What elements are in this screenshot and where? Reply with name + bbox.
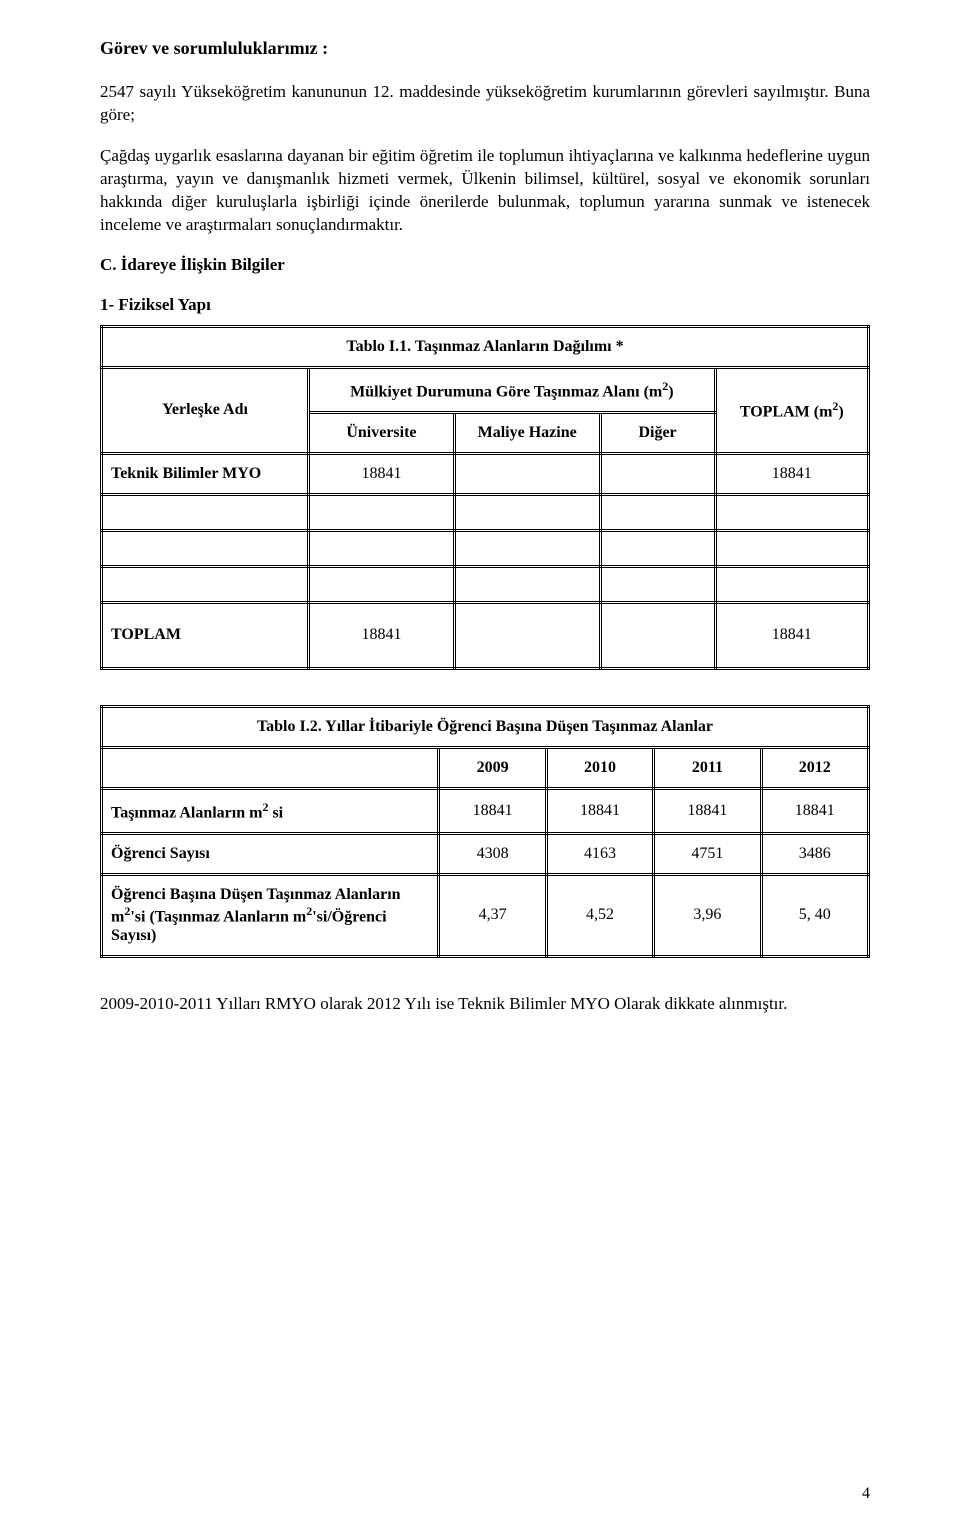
table-i2-r1-suffix: si <box>268 804 283 821</box>
table-row: Teknik Bilimler MYO 18841 18841 <box>102 453 869 494</box>
table-i2: Tablo I.2. Yıllar İtibariyle Öğrenci Baş… <box>100 705 870 958</box>
table-i1-title: Tablo I.1. Taşınmaz Alanların Dağılımı * <box>102 326 869 367</box>
table-i2-title-row: Tablo I.2. Yıllar İtibariyle Öğrenci Baş… <box>102 706 869 747</box>
table-i2-year-2012: 2012 <box>761 747 868 788</box>
table-i1-toplam-diger <box>600 602 715 668</box>
table-i2-title: Tablo I.2. Yıllar İtibariyle Öğrenci Baş… <box>102 706 869 747</box>
table-i2-r3-v1: 4,37 <box>439 875 546 956</box>
table-i2-r2-v2: 4163 <box>546 834 653 875</box>
table-i1-toplam-prefix: TOPLAM (m <box>740 403 833 420</box>
table-i1-toplam-universite: 18841 <box>309 602 455 668</box>
table-row: Taşınmaz Alanların m2 si 18841 18841 188… <box>102 788 869 833</box>
table-i2-r3-v3: 3,96 <box>654 875 761 956</box>
table-i2-r1-v4: 18841 <box>761 788 868 833</box>
table-i1-toplam-maliye <box>454 602 600 668</box>
table-i1: Tablo I.1. Taşınmaz Alanların Dağılımı *… <box>100 325 870 670</box>
table-i2-r1-v2: 18841 <box>546 788 653 833</box>
table-i1-header-row1: Yerleşke Adı Mülkiyet Durumuna Göre Taşı… <box>102 367 869 412</box>
table-i2-years-row: 2009 2010 2011 2012 <box>102 747 869 788</box>
table-i1-toplam-label: TOPLAM <box>102 602 309 668</box>
table-i2-r3-b: 'si (Taşınmaz Alanların m <box>130 909 306 926</box>
table-i2-blank-header <box>102 747 439 788</box>
table-i1-toplam-header: TOPLAM (m2) <box>715 367 868 453</box>
table-row: Öğrenci Sayısı 4308 4163 4751 3486 <box>102 834 869 875</box>
table-i1-title-row: Tablo I.1. Taşınmaz Alanların Dağılımı * <box>102 326 869 367</box>
table-i2-r3-v2: 4,52 <box>546 875 653 956</box>
table-i1-toplam-suffix: ) <box>838 403 843 420</box>
table-i1-col-maliye: Maliye Hazine <box>454 412 600 453</box>
table-i2-r2-v1: 4308 <box>439 834 546 875</box>
paragraph-body: Çağdaş uygarlık esaslarına dayanan bir e… <box>100 145 870 237</box>
table-row: Öğrenci Başına Düşen Taşınmaz Alanların … <box>102 875 869 956</box>
section-c1-heading: 1- Fiziksel Yapı <box>100 295 870 315</box>
table-i2-r2-label: Öğrenci Sayısı <box>102 834 439 875</box>
table-i2-year-2009: 2009 <box>439 747 546 788</box>
table-i2-r3-v4: 5, 40 <box>761 875 868 956</box>
table-i1-row1-total: 18841 <box>715 453 868 494</box>
paragraph-intro: 2547 sayılı Yükseköğretim kanununun 12. … <box>100 81 870 127</box>
table-i2-r1-prefix: Taşınmaz Alanların m <box>111 804 262 821</box>
table-row <box>102 566 869 602</box>
table-i1-col-universite: Üniversite <box>309 412 455 453</box>
table-i1-row1-universite: 18841 <box>309 453 455 494</box>
table-i2-r1-label: Taşınmaz Alanların m2 si <box>102 788 439 833</box>
table-row: TOPLAM 18841 18841 <box>102 602 869 668</box>
table-i2-year-2010: 2010 <box>546 747 653 788</box>
section-heading-duties: Görev ve sorumluluklarımız : <box>100 38 870 59</box>
table-i2-year-2011: 2011 <box>654 747 761 788</box>
table-i1-yerleske-header: Yerleşke Adı <box>102 367 309 453</box>
table-i1-col-diger: Diğer <box>600 412 715 453</box>
table-i2-r2-v3: 4751 <box>654 834 761 875</box>
page-number: 4 <box>862 1485 870 1503</box>
footnote: 2009-2010-2011 Yılları RMYO olarak 2012 … <box>100 993 870 1016</box>
table-i2-r2-v4: 3486 <box>761 834 868 875</box>
table-i2-r3-label: Öğrenci Başına Düşen Taşınmaz Alanların … <box>102 875 439 956</box>
table-i1-row1-label: Teknik Bilimler MYO <box>102 453 309 494</box>
page: Görev ve sorumluluklarımız : 2547 sayılı… <box>0 0 960 1515</box>
table-i1-mulkiyet-suffix: ) <box>668 383 673 400</box>
table-i1-row1-diger <box>600 453 715 494</box>
table-row <box>102 494 869 530</box>
table-i1-mulkiyet-header: Mülkiyet Durumuna Göre Taşınmaz Alanı (m… <box>309 367 715 412</box>
table-i1-toplam-total: 18841 <box>715 602 868 668</box>
section-c-heading: C. İdareye İlişkin Bilgiler <box>100 255 870 275</box>
table-i1-row1-maliye <box>454 453 600 494</box>
table-i1-mulkiyet-prefix: Mülkiyet Durumuna Göre Taşınmaz Alanı (m <box>350 383 662 400</box>
table-row <box>102 530 869 566</box>
table-i2-r1-v3: 18841 <box>654 788 761 833</box>
table-i2-r1-v1: 18841 <box>439 788 546 833</box>
